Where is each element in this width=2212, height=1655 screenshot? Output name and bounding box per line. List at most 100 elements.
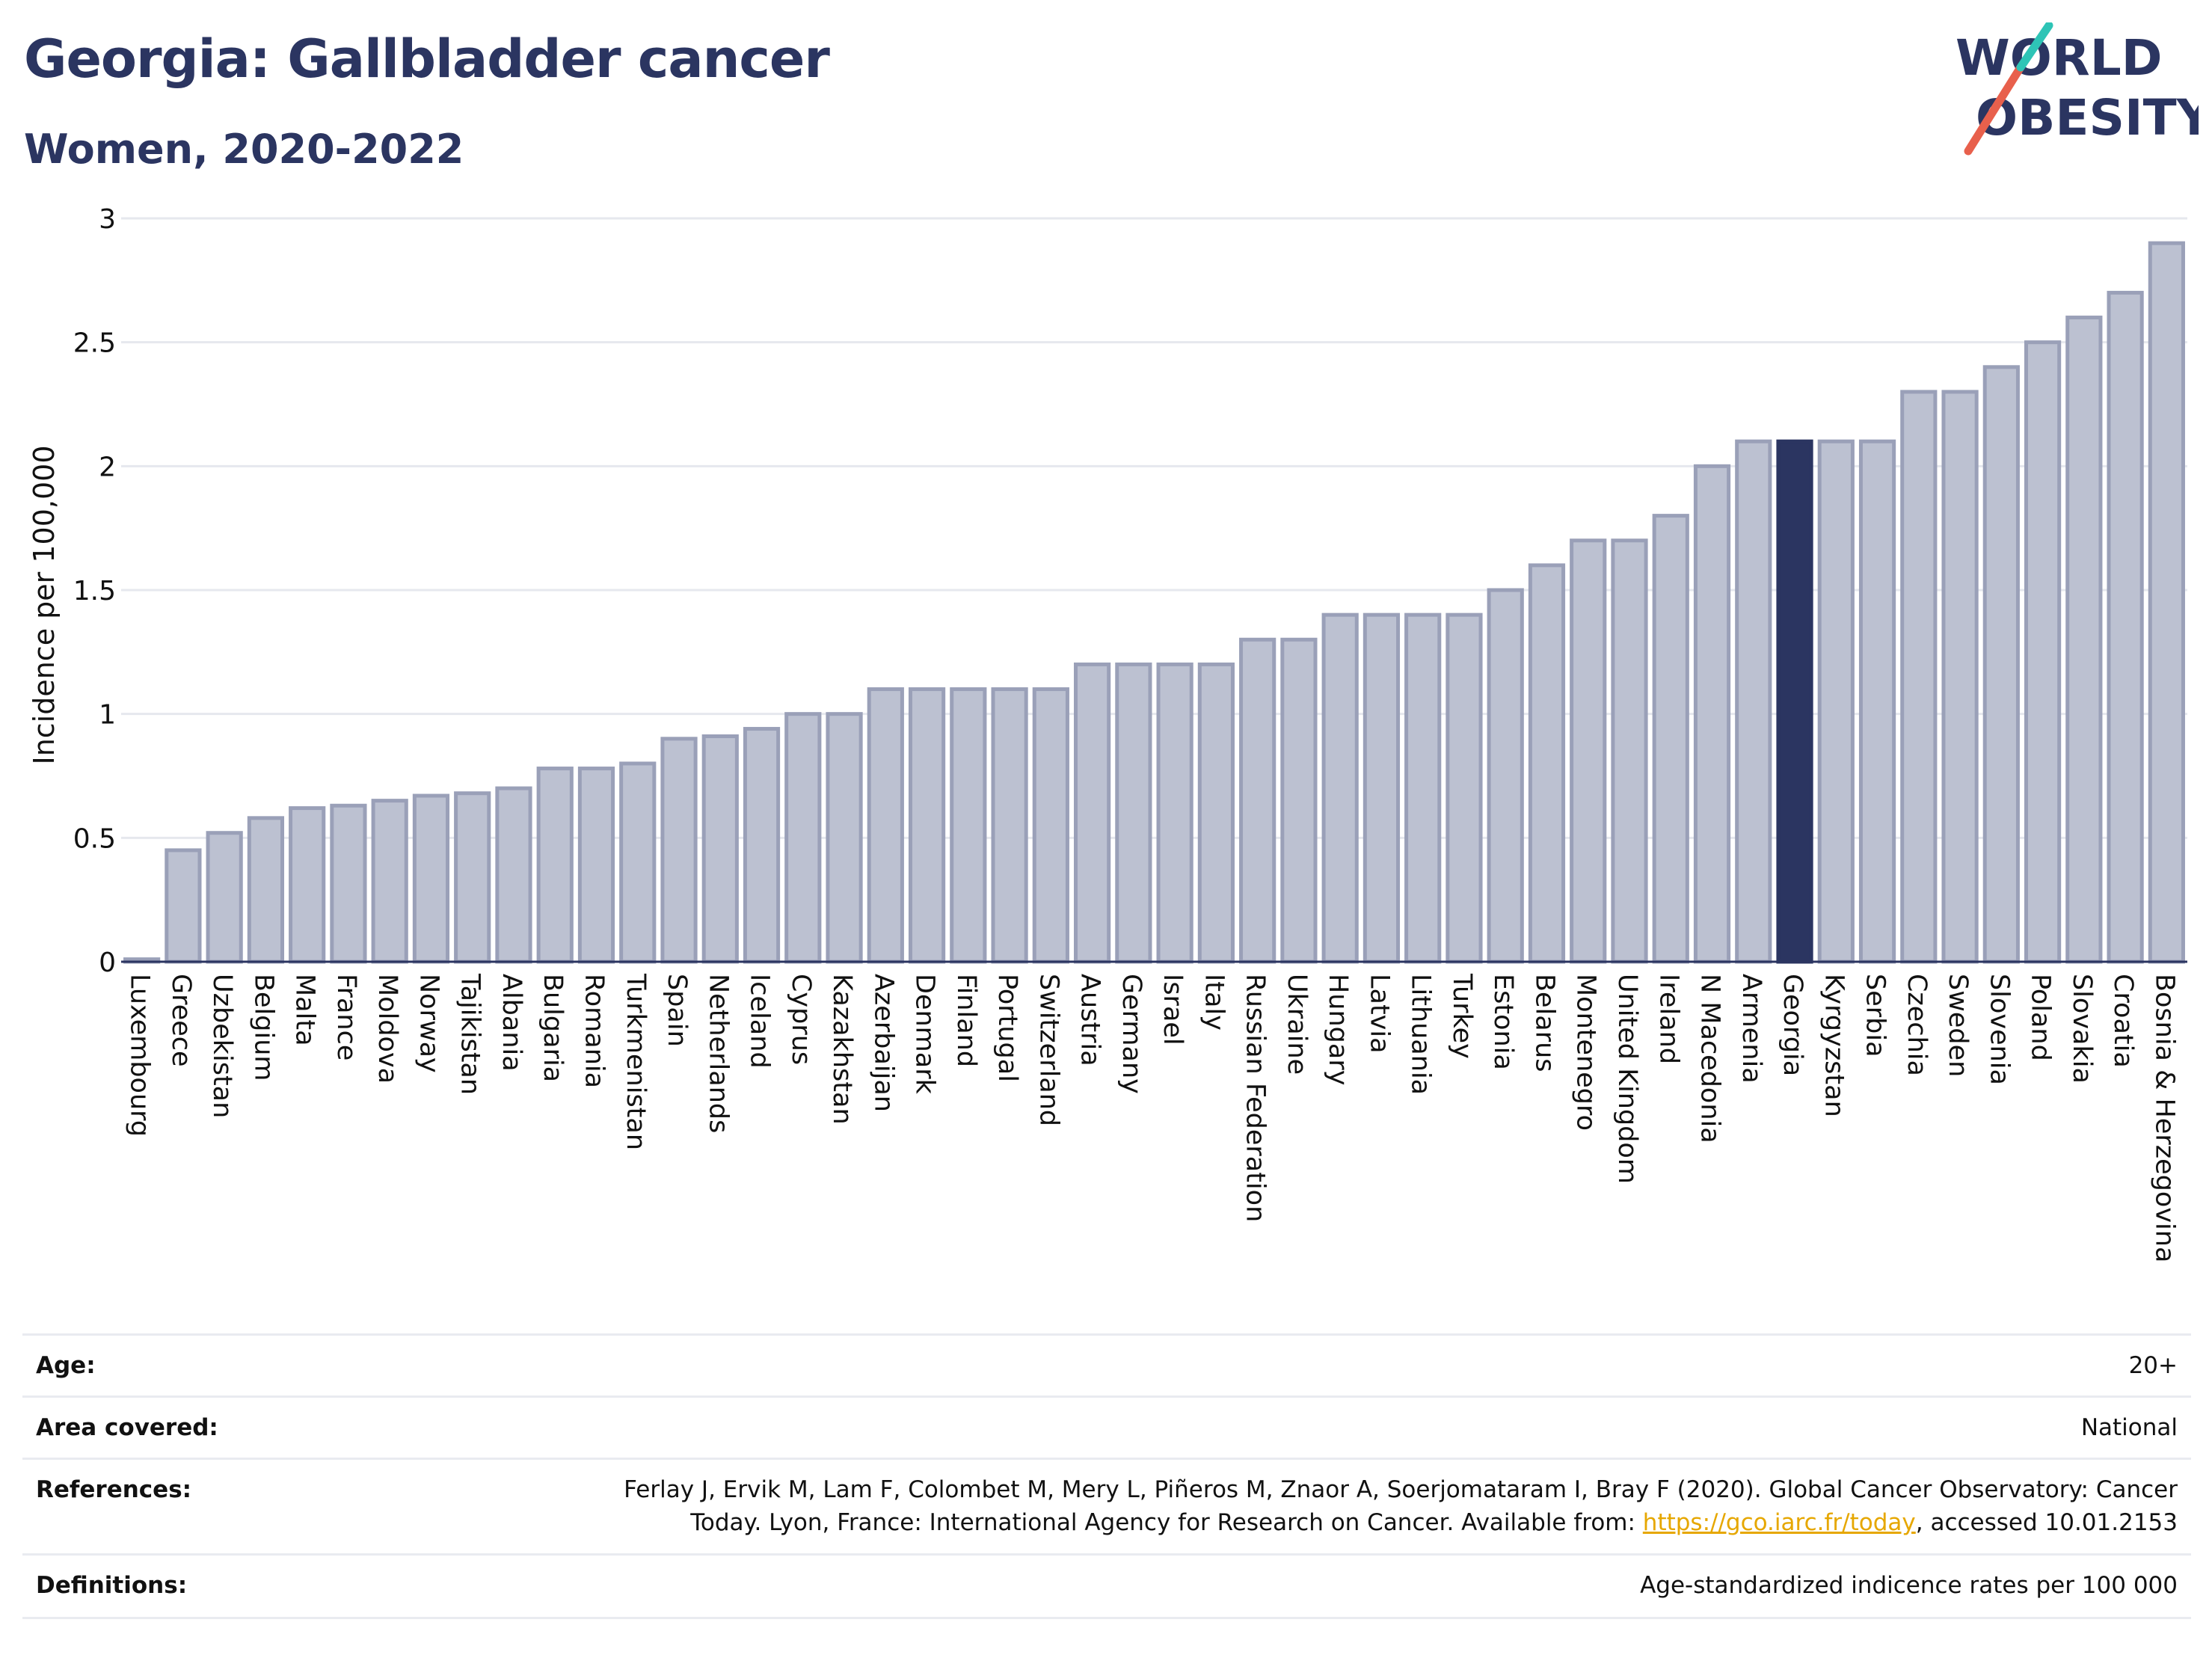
bar	[412, 793, 450, 964]
bar	[2148, 241, 2185, 964]
metadata-table: Age: 20+ Area covered: National Referenc…	[22, 1333, 2191, 1619]
logo-slash-teal	[2016, 22, 2053, 72]
x-tick-label: Kyrgyzstan	[1819, 974, 1849, 1117]
x-tick-label: Turkey	[1447, 973, 1477, 1059]
bar	[577, 767, 615, 964]
y-tick-label: 2.5	[73, 328, 116, 359]
bars	[123, 241, 2185, 964]
x-tick-label: France	[331, 974, 361, 1060]
x-tick-label: Hungary	[1323, 974, 1353, 1085]
y-tick-label: 0.5	[73, 823, 116, 854]
x-tick-label: Denmark	[910, 974, 940, 1095]
x-tick-label: Moldova	[372, 974, 402, 1084]
references-label: References:	[36, 1476, 192, 1503]
x-tick-label: Turkmenistan	[621, 973, 651, 1150]
meta-row-area: Area covered: National	[22, 1395, 2191, 1458]
bar	[1776, 439, 1813, 964]
y-tick-labels: 0 0.5 1 1.5 2 2.5 3	[73, 204, 116, 978]
bar	[1693, 464, 1731, 964]
bar	[1239, 637, 1276, 964]
bar	[1817, 439, 1855, 964]
bar	[1941, 390, 1979, 964]
x-tick-label: Italy	[1199, 974, 1229, 1031]
area-value: National	[2080, 1414, 2178, 1441]
x-tick-label: Montenegro	[1571, 974, 1601, 1131]
bar	[1197, 662, 1235, 964]
bar	[1858, 439, 1896, 964]
references-link[interactable]: https://gco.iarc.fr/today	[1642, 1509, 1916, 1536]
bar	[495, 786, 532, 964]
x-tick-label: Bosnia & Herzegovina	[2149, 974, 2179, 1262]
bar	[1032, 687, 1069, 964]
bar	[289, 806, 326, 964]
bar	[867, 687, 904, 964]
x-tick-label: Russian Federation	[1241, 974, 1271, 1222]
definitions-value: Age-standardized indicence rates per 100…	[1640, 1572, 2178, 1599]
bar	[908, 687, 946, 964]
y-tick-label: 1.5	[73, 576, 116, 607]
x-tick-label: Azerbaijan	[868, 974, 898, 1112]
y-tick-label: 1	[99, 700, 116, 731]
x-tick-label: Norway	[414, 974, 443, 1073]
x-tick-label: Estonia	[1488, 974, 1518, 1070]
x-tick-label: Lithuania	[1406, 974, 1436, 1095]
bar	[371, 799, 408, 964]
x-tick-label: Georgia	[1778, 974, 1807, 1076]
bar	[991, 687, 1028, 964]
bar	[1115, 662, 1152, 964]
x-tick-label: Bulgaria	[538, 974, 568, 1082]
bar	[2024, 340, 2062, 964]
meta-row-definitions: Definitions: Age-standardized indicence …	[22, 1553, 2191, 1619]
x-tick-label: Belarus	[1529, 974, 1559, 1072]
bar	[1611, 538, 1648, 964]
bar	[660, 737, 698, 964]
x-tick-label: Albania	[497, 974, 526, 1072]
logo-line1: WORLD	[1956, 29, 2163, 87]
x-tick-label: Latvia	[1364, 974, 1394, 1054]
x-tick-label: Switzerland	[1033, 974, 1063, 1126]
bar	[1900, 390, 1938, 964]
x-tick-labels: Luxembourg Greece Uzbekistan Belgium Malta Fr…	[125, 973, 2180, 1262]
x-tick-label: Serbia	[1861, 974, 1890, 1057]
bar	[826, 712, 863, 964]
y-tick-label: 2	[99, 452, 116, 482]
x-tick-label: Ireland	[1653, 974, 1683, 1064]
bar	[1570, 538, 1607, 964]
bar	[165, 848, 202, 964]
bar	[1528, 563, 1566, 964]
bar	[2065, 316, 2103, 964]
bar	[536, 767, 574, 964]
bar	[330, 803, 367, 964]
logo-line2: OBESITY	[1976, 89, 2199, 147]
area-label: Area covered:	[36, 1414, 218, 1441]
bar	[454, 791, 491, 964]
bar	[1652, 514, 1689, 964]
x-tick-label: Israel	[1158, 974, 1188, 1045]
bar	[1074, 662, 1111, 964]
x-tick-label: Uzbekistan	[207, 974, 237, 1118]
x-tick-label: Malta	[290, 974, 320, 1046]
x-tick-label: Austria	[1075, 974, 1105, 1066]
definitions-label: Definitions:	[36, 1572, 188, 1599]
bar	[1156, 662, 1193, 964]
x-tick-label: Croatia	[2108, 974, 2138, 1068]
x-tick-label: Slovenia	[1984, 974, 2014, 1085]
bar	[2107, 290, 2144, 964]
x-tick-label: Cyprus	[786, 974, 816, 1065]
bar	[1487, 588, 1524, 964]
bar	[619, 761, 657, 964]
x-tick-label: Ukraine	[1282, 974, 1312, 1075]
references-line1: Ferlay J, Ervik M, Lam F, Colombet M, Me…	[624, 1476, 2178, 1503]
x-tick-label: Spain	[662, 974, 692, 1047]
references-line2b: , accessed 10.01.2153	[1915, 1509, 2178, 1536]
bar	[1280, 637, 1318, 964]
bar	[701, 734, 739, 964]
references-line2a: Today. Lyon, France: International Agenc…	[690, 1509, 1643, 1536]
x-tick-label: Netherlands	[703, 974, 733, 1133]
chart-subtitle: Women, 2020-2022	[24, 126, 464, 173]
x-tick-label: Luxembourg	[125, 974, 155, 1137]
x-tick-label: Portugal	[992, 974, 1022, 1082]
bar	[1404, 612, 1442, 964]
logo-slash-coral	[1964, 63, 2025, 156]
bar	[1321, 612, 1359, 964]
